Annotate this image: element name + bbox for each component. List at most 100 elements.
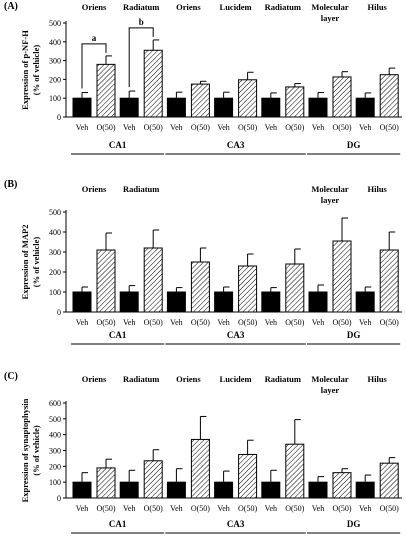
region-label: layer: [321, 385, 340, 395]
y-tick-label: 300: [49, 57, 61, 66]
condition-label: Veh: [312, 318, 324, 327]
y-tick-label: 400: [49, 228, 61, 237]
condition-label: Veh: [76, 123, 88, 132]
group-label: CA1: [109, 140, 127, 150]
y-axis-label: (% of vehicle): [31, 425, 41, 476]
region-label: Oriens: [176, 374, 201, 384]
bar-treatment: [285, 263, 305, 313]
bar-vehicle: [308, 291, 328, 313]
region-label: Hilus: [368, 184, 388, 194]
region-label: Molecular: [311, 184, 349, 194]
bar-treatment: [143, 49, 163, 118]
region-label: Radiatum: [123, 374, 159, 384]
y-tick-label: 200: [49, 268, 61, 277]
bar-treatment: [190, 438, 210, 499]
condition-label: O(50): [96, 123, 115, 132]
condition-label: Veh: [359, 504, 371, 513]
condition-label: O(50): [380, 504, 399, 513]
panel-label: (A): [4, 1, 18, 12]
y-tick-label: 100: [49, 478, 61, 487]
group-label: CA1: [109, 519, 127, 529]
region-label: Radiatum: [123, 184, 159, 194]
bar-treatment: [238, 453, 258, 499]
y-tick-label: 600: [49, 399, 61, 408]
group-label: DG: [347, 140, 361, 150]
condition-label: O(50): [191, 504, 210, 513]
region-label: Lucidem: [220, 2, 252, 12]
bar-treatment: [285, 86, 305, 118]
condition-label: O(50): [191, 123, 210, 132]
y-tick-label: 200: [49, 75, 61, 84]
condition-label: O(50): [144, 318, 163, 327]
condition-label: O(50): [96, 318, 115, 327]
bar-treatment: [190, 261, 210, 313]
bar-vehicle: [72, 481, 92, 499]
condition-label: O(50): [191, 318, 210, 327]
condition-label: Veh: [217, 123, 229, 132]
condition-label: Veh: [359, 318, 371, 327]
condition-label: O(50): [380, 318, 399, 327]
condition-label: Veh: [170, 318, 182, 327]
condition-label: O(50): [238, 123, 257, 132]
bar-treatment: [96, 249, 116, 313]
y-tick-label: 0: [57, 494, 61, 503]
bar-treatment: [379, 249, 399, 313]
condition-label: O(50): [285, 318, 304, 327]
bar-vehicle: [166, 97, 186, 118]
y-tick-label: 300: [49, 447, 61, 456]
condition-label: O(50): [332, 504, 351, 513]
region-label: Hilus: [368, 374, 388, 384]
condition-label: Veh: [359, 123, 371, 132]
chart-panel-2: (B) Expression of MAP2 (% of vehicle) 0 100 2…: [4, 179, 402, 345]
condition-label: Veh: [123, 123, 135, 132]
bar-treatment: [332, 76, 352, 118]
condition-label: Veh: [123, 504, 135, 513]
region-label: Hilus: [368, 2, 388, 12]
bar-vehicle: [261, 291, 281, 313]
bar-treatment: [332, 240, 352, 313]
significance-label: a: [92, 33, 97, 43]
region-label: Radiatum: [123, 2, 159, 12]
y-tick-label: 100: [49, 94, 61, 103]
bar-vehicle: [119, 291, 139, 313]
y-axis-label: (% of vehicle): [31, 45, 41, 96]
condition-label: Veh: [312, 504, 324, 513]
bar-vehicle: [214, 97, 234, 118]
bar-vehicle: [119, 97, 139, 118]
y-tick-label: 300: [49, 248, 61, 257]
region-label: layer: [321, 13, 340, 23]
bar-vehicle: [166, 481, 186, 499]
condition-label: O(50): [332, 123, 351, 132]
bar-vehicle: [166, 291, 186, 313]
condition-label: Veh: [265, 123, 277, 132]
condition-label: Veh: [76, 504, 88, 513]
y-axis-label: Expression of MAP2: [20, 225, 30, 300]
panel-label: (B): [4, 179, 17, 190]
bar-treatment: [143, 460, 163, 499]
group-label: DG: [347, 330, 361, 340]
bar-treatment: [379, 462, 399, 499]
condition-label: Veh: [170, 504, 182, 513]
bar-treatment: [96, 467, 116, 499]
condition-label: Veh: [265, 318, 277, 327]
bar-vehicle: [72, 291, 92, 313]
condition-label: O(50): [144, 504, 163, 513]
bar-vehicle: [261, 481, 281, 499]
y-tick-label: 200: [49, 462, 61, 471]
chart-panel-3: (C) Expression of synaptophysin (% of vehi…: [4, 371, 402, 534]
panel-label: (C): [4, 371, 18, 382]
bar-vehicle: [355, 291, 375, 313]
bar-treatment: [379, 74, 399, 118]
bar-treatment: [190, 83, 210, 118]
bar-treatment: [238, 265, 258, 313]
region-label: Radiatum: [265, 2, 301, 12]
region-label: Oriens: [176, 2, 201, 12]
y-tick-label: 500: [49, 208, 61, 217]
condition-label: O(50): [238, 318, 257, 327]
condition-label: Veh: [170, 123, 182, 132]
bar-vehicle: [355, 97, 375, 118]
region-label: layer: [321, 195, 340, 205]
significance-bracket: [81, 43, 107, 89]
condition-label: Veh: [123, 318, 135, 327]
